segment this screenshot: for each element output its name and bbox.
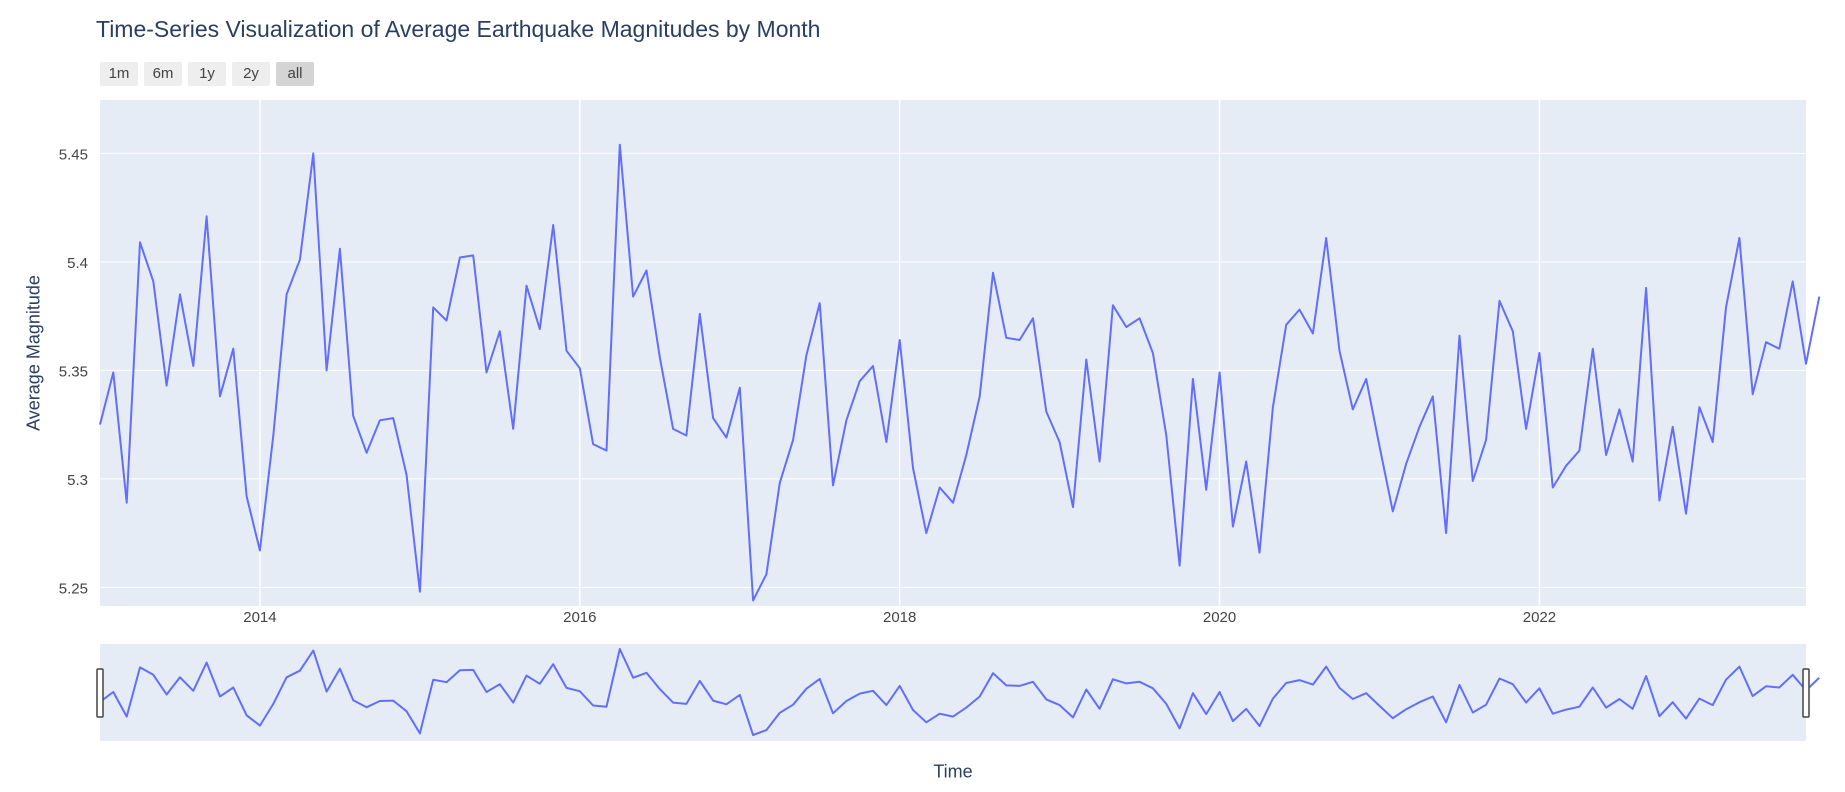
y-tick-label: 5.25: [59, 580, 88, 597]
range-slider-handle-right[interactable]: [1802, 668, 1810, 718]
chart-title: Time-Series Visualization of Average Ear…: [96, 16, 821, 42]
x-tick-label: 2022: [1523, 609, 1556, 626]
x-axis-title: Time: [933, 761, 973, 782]
y-axis-title: Average Magnitude: [23, 275, 44, 431]
y-tick-label: 5.4: [67, 255, 88, 272]
range-button-6m[interactable]: 6m: [144, 62, 182, 86]
main-plot[interactable]: [99, 100, 1821, 606]
range-slider-handle-left[interactable]: [96, 668, 104, 718]
series-line: [99, 143, 1821, 602]
range-button-1m[interactable]: 1m: [100, 62, 138, 86]
range-slider-background: [100, 644, 1806, 741]
range-button-1y[interactable]: 1y: [188, 62, 226, 86]
y-tick-label: 5.3: [67, 472, 88, 489]
x-tick-label: 2014: [243, 609, 276, 626]
range-slider[interactable]: [96, 644, 1820, 741]
y-axis: 5.25 5.3 5.35 5.4 5.45: [59, 146, 88, 597]
x-tick-label: 2016: [563, 609, 596, 626]
range-button-all[interactable]: all: [276, 62, 314, 86]
x-axis: 2014 2016 2018 2020 2022: [243, 609, 1556, 626]
range-button-2y[interactable]: 2y: [232, 62, 270, 86]
x-tick-label: 2020: [1203, 609, 1236, 626]
y-tick-label: 5.35: [59, 363, 88, 380]
y-tick-label: 5.45: [59, 146, 88, 163]
x-tick-label: 2018: [883, 609, 916, 626]
plot-area: [100, 100, 1806, 606]
range-slider-series-line: [99, 648, 1820, 736]
